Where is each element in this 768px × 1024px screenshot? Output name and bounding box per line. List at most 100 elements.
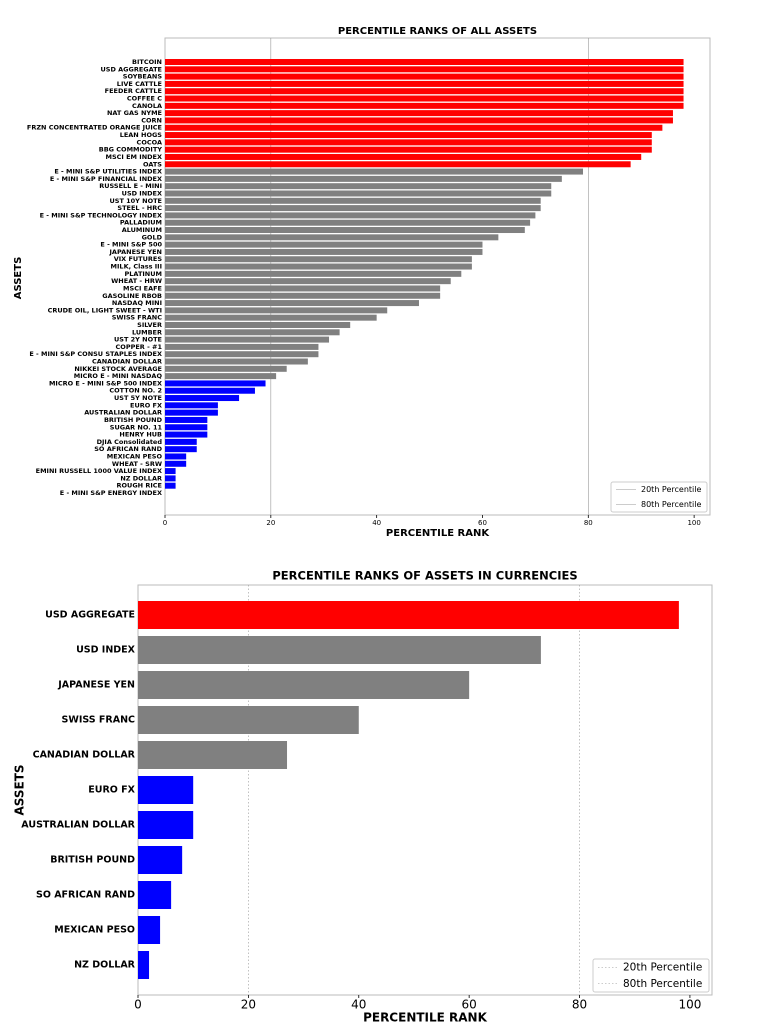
y-tick-label: STEEL - HRC — [117, 204, 162, 212]
bar — [165, 300, 419, 307]
bar — [138, 741, 288, 769]
bar — [165, 183, 552, 190]
x-tick-label: 100 — [687, 519, 700, 527]
bar — [165, 241, 483, 248]
y-tick-label: JAPANESE YEN — [109, 248, 163, 256]
bar — [165, 153, 642, 160]
y-tick-label: E - MINI S&P ENERGY INDEX — [60, 489, 162, 497]
bar — [165, 431, 208, 438]
y-tick-label: DJIA Consolidated — [97, 438, 163, 446]
x-tick-label: 60 — [462, 998, 477, 1012]
y-tick-label: NIKKEI STOCK AVERAGE — [74, 365, 162, 373]
y-tick-label: BBG COMMODITY — [99, 146, 163, 154]
bar — [165, 59, 684, 65]
y-tick-label: FEEDER CATTLE — [105, 87, 162, 95]
y-tick-label: RUSSELL E - MINI — [99, 182, 162, 190]
bar — [138, 811, 194, 839]
legend-label: 20th Percentile — [623, 961, 702, 973]
y-tick-label: ALUMINUM — [122, 226, 162, 234]
y-tick-label: COPPER - #1 — [116, 343, 163, 351]
bar — [138, 881, 172, 909]
y-tick-label: GASOLINE RBOB — [102, 292, 162, 300]
x-tick-label: 80 — [584, 519, 593, 527]
bar — [165, 460, 187, 467]
y-tick-label: GOLD — [142, 233, 163, 241]
bar — [165, 146, 652, 153]
y-tick-label: COCOA — [137, 138, 162, 146]
y-tick-label: MEXICAN PESO — [54, 925, 135, 936]
bar — [165, 336, 330, 343]
bar — [165, 248, 483, 255]
x-tick-label: 60 — [478, 519, 487, 527]
bar — [165, 88, 684, 95]
y-axis-label: ASSETS — [13, 257, 24, 300]
bar — [165, 321, 351, 328]
y-tick-label: PLATINUM — [125, 270, 162, 278]
y-tick-label: CANADIAN DOLLAR — [92, 358, 162, 366]
bar — [165, 292, 441, 299]
bar — [165, 402, 218, 409]
bar — [165, 80, 684, 87]
chart-title: PERCENTILE RANKS OF ASSETS IN CURRENCIES — [272, 569, 577, 583]
y-tick-label: BRITISH POUND — [104, 416, 163, 424]
bar — [165, 175, 562, 182]
y-tick-label: SWISS FRANC — [112, 314, 163, 322]
y-tick-label: EMINI RUSSELL 1000 VALUE INDEX — [36, 467, 162, 475]
bar — [165, 373, 277, 380]
y-tick-label: BITCOIN — [132, 58, 162, 66]
bar — [165, 66, 684, 73]
bar — [165, 124, 663, 131]
x-tick-label: 0 — [163, 519, 167, 527]
y-tick-label: NZ DOLLAR — [120, 474, 162, 482]
y-tick-label: SO AFRICAN RAND — [94, 445, 162, 453]
y-tick-label: MSCI EAFE — [123, 284, 162, 292]
bar — [165, 256, 472, 263]
y-tick-label: CORN — [141, 116, 162, 124]
y-tick-label: PALLADIUM — [120, 219, 162, 227]
bar — [165, 234, 499, 241]
y-tick-label: SOYBEANS — [123, 73, 163, 81]
bar — [165, 219, 531, 226]
bar — [165, 190, 552, 197]
y-tick-label: E - MINI S&P TECHNOLOGY INDEX — [40, 211, 162, 219]
bar — [138, 846, 183, 874]
bar — [138, 601, 679, 629]
x-tick-label: 80 — [572, 998, 587, 1012]
y-tick-label: UST 5Y NOTE — [114, 394, 162, 402]
x-tick-label: 100 — [678, 998, 701, 1012]
y-tick-label: EURO FX — [88, 785, 135, 796]
y-axis-label: ASSETS — [13, 764, 27, 815]
bar — [165, 343, 319, 350]
y-tick-label: HENRY HUB — [119, 431, 162, 439]
x-tick-label: 20 — [266, 519, 275, 527]
bar — [165, 212, 536, 219]
y-tick-label: CRUDE OIL, LIGHT SWEET - WTI — [48, 306, 162, 314]
bar — [165, 110, 673, 117]
bar — [165, 409, 218, 416]
bar — [165, 482, 176, 489]
y-tick-label: E - MINI S&P FINANCIAL INDEX — [50, 175, 162, 183]
y-tick-label: WHEAT - HRW — [111, 277, 162, 285]
bar — [165, 102, 684, 109]
bar — [138, 706, 359, 734]
x-axis-label: PERCENTILE RANK — [363, 1011, 488, 1024]
y-tick-label: JAPANESE YEN — [57, 680, 135, 691]
chart-title: PERCENTILE RANKS OF ALL ASSETS — [338, 26, 537, 37]
y-tick-label: USD AGGREGATE — [45, 610, 135, 621]
bar — [165, 416, 208, 423]
x-axis-label: PERCENTILE RANK — [386, 528, 490, 539]
y-tick-label: VIX FUTURES — [114, 255, 163, 263]
y-tick-label: LEAN HOGS — [120, 131, 163, 139]
bar — [165, 438, 197, 445]
y-tick-label: OATS — [143, 160, 162, 168]
bar — [165, 358, 308, 365]
bar — [138, 776, 194, 804]
y-tick-label: NZ DOLLAR — [74, 960, 136, 971]
legend-label: 20th Percentile — [641, 485, 701, 494]
bar — [165, 270, 462, 277]
y-tick-label: AUSTRALIAN DOLLAR — [84, 409, 162, 417]
legend-box — [592, 958, 710, 993]
bar — [165, 351, 319, 358]
y-tick-label: LUMBER — [132, 328, 162, 336]
y-tick-label: COFFEE C — [127, 95, 162, 103]
